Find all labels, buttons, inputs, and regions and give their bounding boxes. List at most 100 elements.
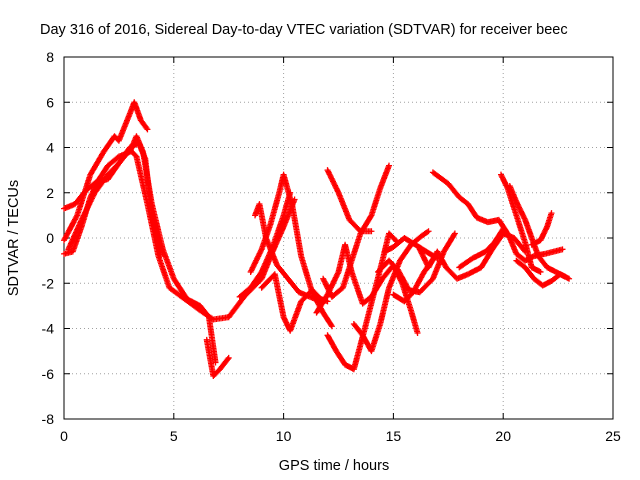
x-axis-label: GPS time / hours (279, 458, 389, 474)
y-tick-labels: -8 -6 -4 -2 0 2 4 6 8 (42, 49, 55, 427)
data-point-run (505, 186, 519, 217)
data-point-run (198, 304, 211, 319)
data-point-run (106, 154, 121, 168)
y-tick-label: -2 (42, 275, 55, 291)
data-point-run (380, 263, 396, 281)
data-point-run (149, 213, 164, 258)
data-point-run (96, 163, 111, 181)
data-point-run (248, 247, 264, 274)
data-point-run (171, 276, 190, 301)
data-point-run (226, 295, 247, 319)
series-track-9 (247, 171, 335, 330)
data-point-run (369, 277, 385, 299)
data-point-run (211, 367, 222, 378)
series-track-22 (528, 210, 555, 248)
data-point-run (536, 254, 550, 270)
data-point-run (116, 111, 133, 143)
data-point-run (424, 249, 440, 261)
data-point-run (402, 235, 418, 248)
series-track-15 (375, 230, 458, 296)
data-point-run (457, 195, 470, 207)
data-point-run (408, 308, 421, 335)
data-point (414, 330, 421, 337)
data-point-run (142, 157, 155, 217)
data-point (451, 230, 458, 237)
data-marks (61, 99, 573, 380)
data-point-run (498, 173, 510, 190)
series-track-20 (506, 182, 568, 280)
data-point-run (320, 277, 335, 299)
data-point-run (334, 349, 348, 367)
data-point-run (92, 172, 110, 195)
series-track-17 (429, 169, 511, 237)
y-tick-label: -6 (42, 366, 55, 382)
y-tick-label: 4 (46, 140, 54, 156)
data-point-run (167, 285, 187, 302)
data-point-run (275, 263, 290, 281)
data-point-run (325, 168, 341, 195)
data-point-run (377, 286, 392, 326)
data-point (291, 196, 298, 203)
data-point-run (66, 218, 84, 251)
x-tick-labels: 0 5 10 15 20 25 (60, 428, 621, 444)
data-point-run (522, 240, 535, 269)
data-point-run (435, 249, 449, 270)
data-point (386, 162, 393, 169)
data-point-run (368, 322, 383, 353)
data-point-run (446, 181, 462, 200)
y-tick-label: -8 (42, 411, 55, 427)
data-point-run (483, 240, 497, 254)
data-point (144, 126, 151, 133)
data-point-run (410, 270, 427, 294)
data-point-run (514, 258, 527, 270)
x-tick-label: 20 (495, 428, 511, 444)
y-tick-label: 8 (46, 49, 54, 65)
data-point-run (160, 247, 177, 281)
data-point-run (74, 173, 93, 217)
data-point-run (155, 254, 172, 290)
data-point-run (204, 338, 217, 378)
series-track-18 (456, 225, 566, 271)
x-tick-label: 25 (605, 428, 621, 444)
data-point-run (314, 292, 330, 315)
data-point-run (351, 322, 365, 338)
data-point-run (133, 155, 151, 206)
data-point-run (507, 236, 519, 256)
data-point (434, 255, 441, 262)
data-point-run (513, 213, 528, 245)
data-point-run (70, 225, 85, 254)
data-point-run (136, 141, 148, 161)
data-point-run (336, 191, 352, 222)
data-point-run (479, 247, 495, 270)
data-point-run (349, 231, 363, 263)
data-point-run (88, 150, 106, 177)
data-point-run (237, 285, 253, 299)
y-tick-label: -4 (42, 321, 55, 337)
data-point (368, 228, 375, 235)
data-point-run (466, 265, 483, 277)
data-point-run (112, 134, 121, 143)
data-point-run (267, 191, 282, 226)
data-point-run (360, 294, 374, 306)
data-point (328, 323, 335, 330)
data-point-run (106, 161, 121, 177)
data-point-run (492, 227, 506, 245)
data-point-run (347, 218, 363, 234)
data-point-run (61, 213, 80, 242)
data-point-run (298, 254, 315, 294)
data-point-run (507, 184, 519, 204)
data-point-run (512, 236, 528, 254)
x-tick-label: 10 (276, 428, 292, 444)
y-tick-label: 6 (46, 94, 54, 110)
data-point-run (368, 186, 383, 217)
data-point-run (138, 118, 150, 132)
data-point (157, 253, 164, 260)
data-point-run (101, 134, 117, 154)
series-track-14 (320, 162, 393, 300)
series-track-12 (324, 167, 375, 235)
data-point (559, 246, 566, 253)
data-point-run (362, 293, 377, 330)
data-point-run (330, 285, 345, 299)
data-point (425, 228, 432, 235)
